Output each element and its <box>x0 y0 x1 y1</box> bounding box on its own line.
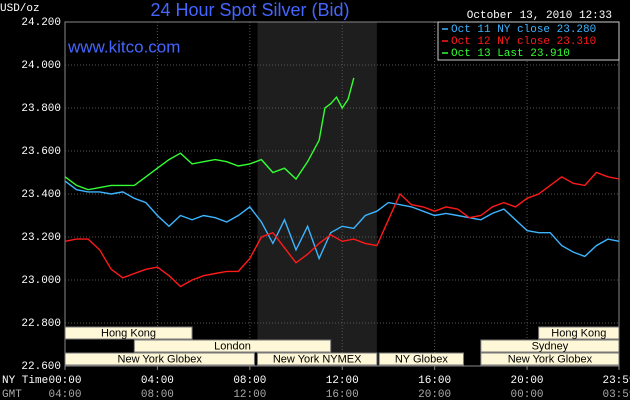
y-tick-label: 24.000 <box>21 60 61 72</box>
session-bar <box>256 352 378 366</box>
x-tick-label: 00:00 <box>48 375 81 387</box>
x2-axis-label: GMT <box>2 389 22 400</box>
session-bar <box>64 352 255 366</box>
session-label: Sydney <box>532 340 569 352</box>
session-bar <box>538 326 620 340</box>
y-tick-label: 23.200 <box>21 232 61 244</box>
y-tick-label: 23.000 <box>21 275 61 287</box>
session-label: Hong Kong <box>551 327 606 339</box>
x2-tick-label: 20:00 <box>418 389 451 400</box>
x2-tick-label: 12:00 <box>233 389 266 400</box>
x2-tick-label: 04:00 <box>48 389 81 400</box>
chart-title: 24 Hour Spot Silver (Bid) <box>150 0 349 20</box>
series-line <box>64 171 620 288</box>
y-tick-label: 22.800 <box>21 318 61 330</box>
x-tick-label: 23:59 <box>602 375 630 387</box>
x-tick-label: 12:00 <box>326 375 359 387</box>
x-tick-label: 04:00 <box>141 375 174 387</box>
x-tick-label: 16:00 <box>418 375 451 387</box>
series-line <box>64 180 620 261</box>
legend-label: Oct 12 NY close 23.310 <box>451 36 596 48</box>
x2-tick-label: 00:00 <box>511 389 544 400</box>
session-bar <box>133 339 332 353</box>
series-line <box>64 77 355 191</box>
session-bar <box>64 326 193 340</box>
x2-tick-label: 03:59 <box>602 389 630 400</box>
session-label: Hong Kong <box>101 327 156 339</box>
x2-tick-label: 16:00 <box>326 389 359 400</box>
y-tick-label: 23.800 <box>21 103 61 115</box>
watermark: www.kitco.com <box>67 37 180 56</box>
y-tick-label: 24.200 <box>21 17 61 29</box>
y-tick-label: 23.600 <box>21 146 61 158</box>
y-tick-label: 23.400 <box>21 189 61 201</box>
legend-box <box>437 21 620 61</box>
legend-label: Oct 11 NY close 23.280 <box>451 24 596 36</box>
y-axis-label: USD/oz <box>0 3 40 15</box>
x-axis-label: NY Time <box>2 375 48 387</box>
chart-subtitle: October 13, 2010 12:33 <box>467 10 612 22</box>
x2-tick-label: 08:00 <box>141 389 174 400</box>
legend-label: Oct 13 Last 23.910 <box>451 48 570 60</box>
session-label: New York Globex <box>118 353 203 365</box>
session-label: New York Globex <box>508 353 593 365</box>
session-bar <box>480 352 620 366</box>
x-tick-label: 20:00 <box>511 375 544 387</box>
session-label: NY Globex <box>395 353 448 365</box>
x-tick-label: 08:00 <box>233 375 266 387</box>
session-bar <box>378 352 465 366</box>
y-tick-label: 22.600 <box>21 361 61 373</box>
plot-frame <box>64 21 620 367</box>
session-bar <box>480 339 620 353</box>
session-label: London <box>214 340 251 352</box>
session-label: New York NYMEX <box>273 353 362 365</box>
